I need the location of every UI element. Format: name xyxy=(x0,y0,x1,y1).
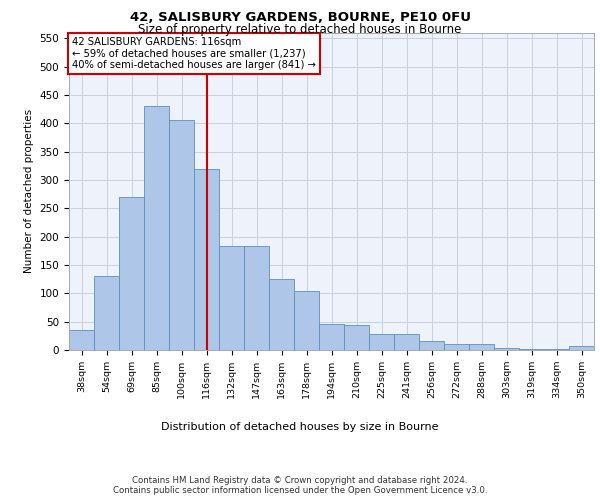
Bar xyxy=(319,324,344,350)
Text: Size of property relative to detached houses in Bourne: Size of property relative to detached ho… xyxy=(139,22,461,36)
Text: Contains HM Land Registry data © Crown copyright and database right 2024.
Contai: Contains HM Land Registry data © Crown c… xyxy=(113,476,487,495)
Bar xyxy=(544,349,569,350)
Bar xyxy=(569,346,594,350)
Bar xyxy=(419,342,444,350)
Bar xyxy=(519,349,544,350)
Bar xyxy=(394,334,419,350)
Bar xyxy=(194,168,219,350)
Bar xyxy=(344,325,369,350)
Text: 42 SALISBURY GARDENS: 116sqm
← 59% of detached houses are smaller (1,237)
40% of: 42 SALISBURY GARDENS: 116sqm ← 59% of de… xyxy=(71,38,316,70)
Text: 42, SALISBURY GARDENS, BOURNE, PE10 0FU: 42, SALISBURY GARDENS, BOURNE, PE10 0FU xyxy=(130,11,470,24)
Bar xyxy=(119,197,144,350)
Bar xyxy=(94,276,119,350)
Bar xyxy=(144,106,169,350)
Bar xyxy=(169,120,194,350)
Y-axis label: Number of detached properties: Number of detached properties xyxy=(24,109,34,274)
Bar xyxy=(469,344,494,350)
Bar xyxy=(219,246,244,350)
Bar xyxy=(444,344,469,350)
Bar xyxy=(369,334,394,350)
Text: Distribution of detached houses by size in Bourne: Distribution of detached houses by size … xyxy=(161,422,439,432)
Bar xyxy=(69,330,94,350)
Bar xyxy=(494,348,519,350)
Bar xyxy=(294,291,319,350)
Bar xyxy=(269,279,294,350)
Bar xyxy=(244,246,269,350)
